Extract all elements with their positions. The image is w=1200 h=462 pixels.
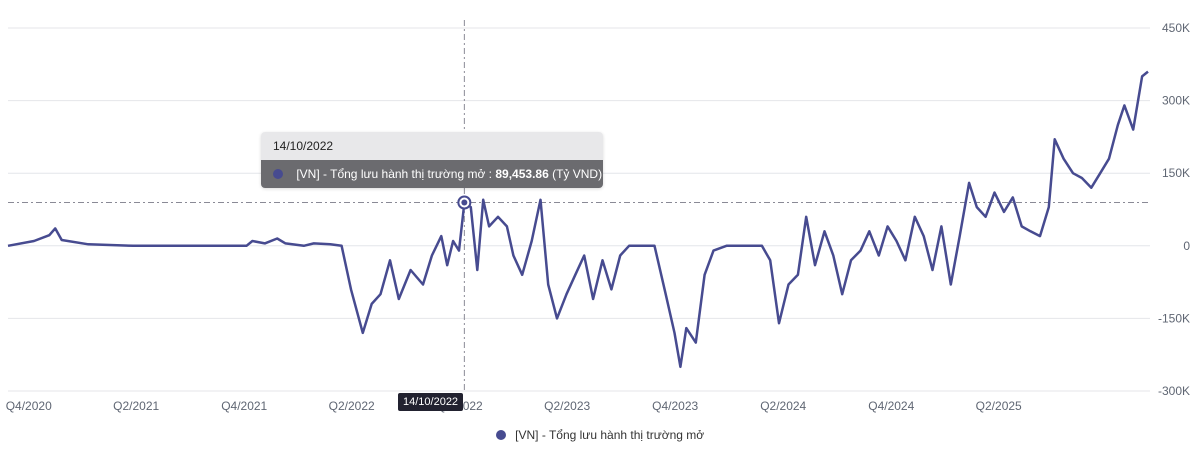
y-axis-ticks: -300K -150K 0 150K 300K 450K	[1158, 21, 1190, 398]
x-axis-ticks: Q4/2020Q2/2021Q4/2021Q2/2022Q4/2022Q2/20…	[6, 399, 1022, 413]
tooltip-body: [VN] - Tổng lưu hành thị trường mở : 89,…	[261, 160, 603, 188]
x-tick-label: Q4/2024	[868, 399, 914, 413]
y-tick-label: 150K	[1162, 166, 1190, 180]
highlight-point-core	[461, 199, 468, 206]
tooltip-value: 89,453.86	[495, 167, 549, 181]
x-tick-label: Q2/2021	[113, 399, 159, 413]
tooltip-series-label: [VN] - Tổng lưu hành thị trường mở :	[296, 167, 493, 181]
tooltip-date: 14/10/2022	[261, 132, 603, 160]
x-tick-label: Q4/2020	[6, 399, 52, 413]
legend-label: [VN] - Tổng lưu hành thị trường mở	[515, 428, 705, 442]
tooltip-unit: (Tỷ VND)	[552, 167, 603, 181]
y-tick-label: 300K	[1162, 94, 1190, 108]
y-tick-label: -300K	[1158, 384, 1190, 398]
y-tick-label: -150K	[1158, 311, 1190, 325]
legend-dot-icon	[495, 430, 506, 440]
y-tick-label: 450K	[1162, 21, 1190, 35]
tooltip-series-dot-icon	[273, 169, 283, 179]
x-tick-label: Q2/2024	[760, 399, 806, 413]
legend[interactable]: [VN] - Tổng lưu hành thị trường mở	[0, 428, 1200, 442]
crosshair-date-label: 14/10/2022	[398, 393, 464, 411]
x-tick-label: Q4/2023	[652, 399, 698, 413]
x-tick-label: Q4/2021	[221, 399, 267, 413]
x-tick-label: Q2/2022	[329, 399, 375, 413]
x-tick-label: Q2/2025	[976, 399, 1022, 413]
tooltip: 14/10/2022 [VN] - Tổng lưu hành thị trườ…	[261, 132, 603, 188]
series-line[interactable]	[7, 70, 1149, 369]
x-tick-label: Q2/2023	[544, 399, 590, 413]
highlight-marker[interactable]	[457, 195, 472, 210]
y-tick-label: 0	[1183, 239, 1190, 253]
